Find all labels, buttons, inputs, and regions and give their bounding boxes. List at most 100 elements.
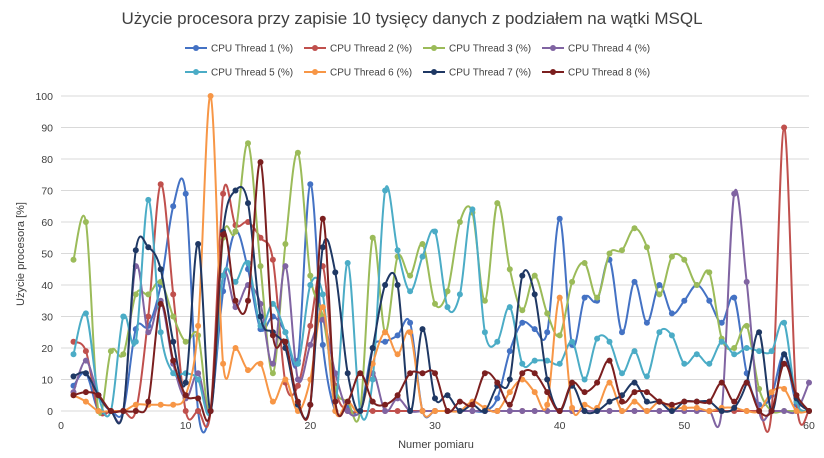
data-point (681, 398, 688, 405)
data-point (569, 404, 576, 411)
data-point (245, 260, 251, 266)
data-point (718, 319, 725, 326)
data-point (706, 360, 713, 367)
data-point (282, 329, 289, 336)
data-point (444, 304, 451, 311)
legend-item: CPU Thread 3 (%) (423, 44, 531, 55)
data-point (220, 360, 227, 367)
data-point (581, 376, 588, 383)
data-point (307, 272, 314, 279)
data-point (806, 379, 812, 386)
legend-item: CPU Thread 2 (%) (304, 44, 412, 55)
legend-marker (312, 45, 318, 51)
data-point (357, 370, 364, 377)
data-point (631, 379, 638, 386)
data-point (456, 398, 463, 405)
data-point (157, 181, 164, 188)
data-point (257, 360, 264, 367)
legend-item: CPU Thread 1 (%) (185, 44, 293, 55)
data-point (469, 401, 476, 408)
data-point (382, 282, 389, 288)
data-point (145, 291, 152, 298)
data-point (631, 389, 638, 396)
data-point (157, 329, 164, 336)
series-line (73, 185, 810, 425)
data-point (319, 341, 326, 348)
data-point (668, 253, 675, 260)
data-point (394, 392, 401, 399)
data-point (781, 408, 788, 414)
data-point (743, 345, 750, 351)
data-point (506, 304, 513, 311)
data-point (681, 256, 688, 263)
data-point (643, 398, 650, 405)
data-point (419, 326, 426, 333)
data-point (631, 348, 638, 355)
data-point (82, 370, 89, 377)
series-thread-6 (70, 93, 812, 418)
data-point (756, 385, 763, 392)
x-tick-label: 50 (678, 420, 690, 432)
data-point (768, 408, 775, 414)
data-point (170, 401, 177, 408)
data-point (245, 200, 251, 207)
y-tick-label: 10 (41, 375, 53, 387)
legend-marker (431, 45, 437, 51)
data-point (182, 408, 189, 414)
data-point (419, 253, 426, 260)
x-axis: 0 10 20 30 40 50 60 (58, 420, 815, 432)
data-point (544, 357, 551, 364)
data-point (294, 398, 301, 405)
data-point (668, 408, 675, 414)
data-point (631, 278, 638, 285)
data-point (282, 376, 289, 383)
data-point (145, 244, 152, 251)
data-point (232, 187, 239, 194)
data-point (544, 389, 551, 396)
data-point (232, 278, 239, 285)
data-point (718, 408, 725, 414)
legend-item: CPU Thread 8 (%) (542, 68, 650, 79)
data-point (731, 345, 738, 351)
data-point (556, 294, 563, 301)
data-point (382, 329, 389, 336)
data-point (157, 266, 164, 273)
series-thread-8 (70, 159, 812, 422)
data-point (145, 196, 152, 203)
data-point (481, 408, 488, 414)
data-point (656, 408, 663, 414)
data-point (394, 351, 401, 358)
data-point (344, 408, 351, 414)
data-point (82, 348, 89, 355)
data-point (643, 373, 650, 380)
data-point (220, 272, 227, 279)
data-point (718, 338, 725, 345)
data-point (781, 385, 788, 392)
data-point (594, 294, 601, 301)
data-point (307, 181, 314, 188)
data-point (456, 408, 463, 414)
data-point (581, 408, 588, 414)
data-point (369, 345, 376, 351)
y-tick-label: 20 (41, 343, 53, 355)
x-tick-label: 0 (58, 420, 64, 432)
data-point (444, 288, 451, 295)
y-tick-label: 70 (41, 186, 53, 198)
data-point (643, 389, 650, 396)
data-point (731, 190, 738, 197)
data-point (394, 247, 401, 254)
data-point (382, 338, 389, 345)
data-point (170, 357, 177, 364)
data-point (294, 376, 301, 383)
data-point (182, 379, 189, 386)
data-point (806, 408, 812, 414)
data-point (506, 266, 513, 273)
data-point (269, 398, 276, 405)
data-point (768, 389, 775, 396)
data-point (693, 282, 700, 288)
data-point (419, 370, 426, 377)
data-point (170, 370, 177, 377)
data-point (556, 215, 563, 222)
data-point (494, 408, 501, 414)
